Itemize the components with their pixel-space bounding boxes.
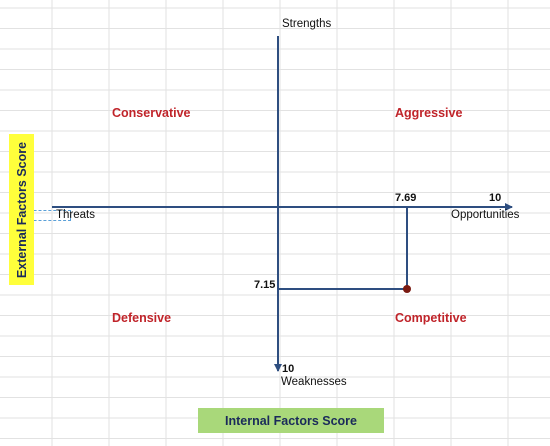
tick-label-y-max: 10 <box>282 363 295 375</box>
internal-factors-score-label: Internal Factors Score <box>225 413 357 428</box>
tick-label-y-point: 7.15 <box>254 279 276 291</box>
tick-label-x-point: 7.69 <box>395 192 417 204</box>
axis-label-strengths: Strengths <box>282 18 332 30</box>
quadrant-aggressive: Aggressive <box>395 106 463 120</box>
axis-label-opportunities: Opportunities <box>451 209 520 221</box>
external-factors-score-box: External Factors Score <box>9 134 34 285</box>
position-point <box>403 285 411 293</box>
axis-label-weaknesses: Weaknesses <box>281 376 347 388</box>
axis-label-threats: Threats <box>56 209 95 221</box>
quadrant-defensive: Defensive <box>112 311 172 325</box>
tick-label-x-max: 10 <box>489 192 502 204</box>
internal-factors-score-box: Internal Factors Score <box>198 408 384 433</box>
external-factors-score-label: External Factors Score <box>14 141 29 278</box>
quadrant-conservative: Conservative <box>112 106 191 120</box>
quadrant-competitive: Competitive <box>395 311 467 325</box>
